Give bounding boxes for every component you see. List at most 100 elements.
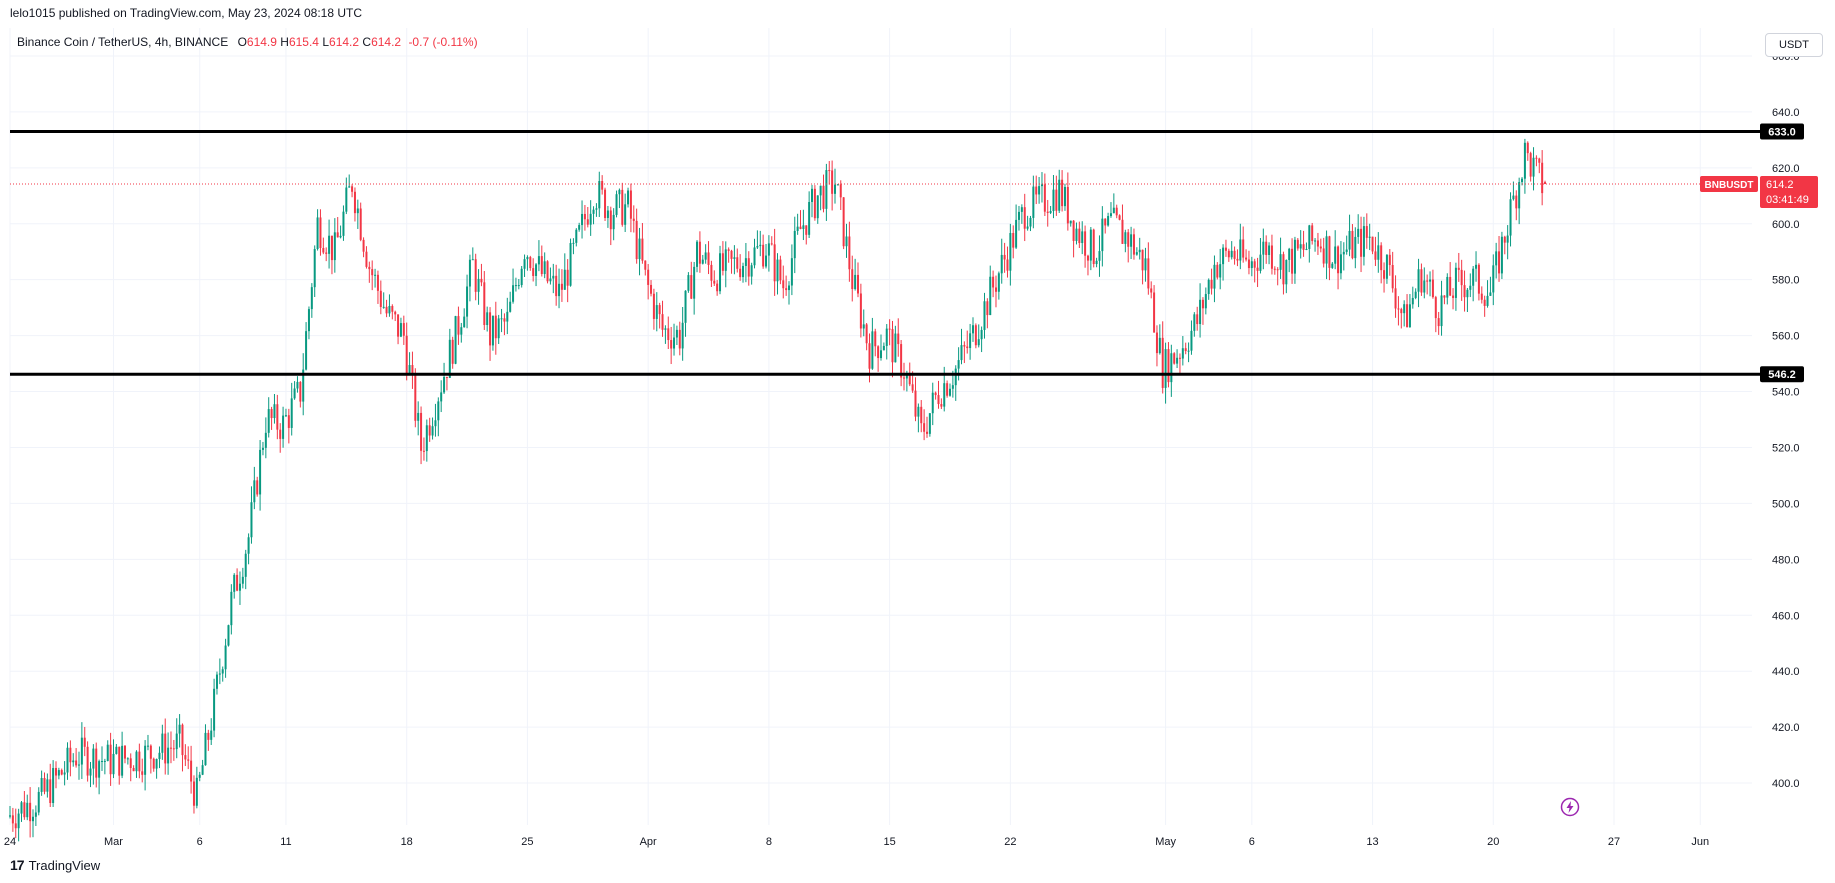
candle-body bbox=[1406, 304, 1409, 328]
candle-body bbox=[118, 746, 121, 776]
candle-body bbox=[371, 269, 374, 276]
candle-body bbox=[885, 328, 888, 346]
candle-body bbox=[164, 733, 167, 764]
candle-body bbox=[851, 269, 854, 290]
candle-body bbox=[420, 412, 423, 451]
candle-body bbox=[1305, 248, 1308, 250]
candle-body bbox=[486, 312, 489, 326]
candle-body bbox=[900, 344, 903, 378]
candle-body bbox=[195, 777, 198, 806]
candle-body bbox=[1342, 251, 1345, 255]
candle-body bbox=[445, 376, 448, 378]
candle-body bbox=[1426, 280, 1429, 282]
candle-body bbox=[635, 220, 638, 260]
candle-body bbox=[1486, 295, 1489, 306]
candle-body bbox=[1118, 215, 1121, 220]
legend-symbol: Binance Coin / TetherUS, 4h, BINANCE bbox=[17, 35, 229, 49]
last-price-value: 614.2 bbox=[1766, 179, 1794, 191]
candle-body bbox=[31, 816, 35, 822]
candle-body bbox=[526, 257, 529, 260]
candle-body bbox=[1242, 239, 1245, 258]
candle-body bbox=[1049, 211, 1052, 213]
candle-body bbox=[750, 265, 753, 277]
level-label: 633.0 bbox=[1768, 126, 1796, 138]
symbol-tag-bg bbox=[1700, 176, 1758, 193]
candle-body bbox=[1443, 295, 1446, 298]
lightning-icon[interactable] bbox=[1560, 797, 1580, 817]
candle-body bbox=[26, 802, 29, 818]
candle-body bbox=[1408, 304, 1411, 328]
candle-body bbox=[1250, 261, 1253, 269]
level-label-bg bbox=[1760, 123, 1804, 140]
legend-high-value: 615.4 bbox=[288, 35, 319, 49]
candlestick-chart[interactable]: 400.0 420.0 440.0 460.0 480.0 500.0 520.0 540.0… bbox=[0, 28, 1835, 860]
candle-body bbox=[1124, 232, 1127, 244]
candle-body bbox=[831, 170, 834, 194]
candle-body bbox=[382, 306, 385, 308]
candle-body bbox=[537, 256, 540, 265]
candle-body bbox=[1207, 279, 1210, 295]
candle-body bbox=[925, 431, 928, 434]
candle-body bbox=[609, 210, 612, 230]
candle-body bbox=[555, 275, 558, 297]
candle-body bbox=[244, 553, 247, 577]
candle-body bbox=[902, 377, 906, 379]
candle-body bbox=[1055, 189, 1058, 211]
candle-body bbox=[799, 226, 802, 229]
ohlc-legend: Binance Coin / TetherUS, 4h, BINANCE O61… bbox=[17, 35, 478, 49]
candle-body bbox=[1158, 337, 1161, 354]
candle-body bbox=[368, 266, 371, 270]
candle-body bbox=[664, 328, 667, 330]
candle-body bbox=[1420, 269, 1423, 293]
candle-body bbox=[201, 765, 204, 775]
candle-body bbox=[992, 276, 995, 288]
legend-close-label: C bbox=[362, 35, 372, 49]
candle-body bbox=[1503, 236, 1506, 243]
candle-body bbox=[1282, 254, 1285, 285]
candle-body bbox=[494, 315, 497, 339]
chart-area[interactable]: 400.0 420.0 440.0 460.0 480.0 500.0 520.0 540.0… bbox=[0, 28, 1835, 860]
candle-body bbox=[943, 383, 946, 407]
candle-body bbox=[1489, 292, 1492, 296]
candle-body bbox=[385, 306, 388, 314]
candle-body bbox=[100, 760, 103, 762]
candle-body bbox=[374, 274, 377, 276]
candle-body bbox=[63, 772, 66, 775]
candle-body bbox=[974, 325, 977, 346]
candle-body bbox=[1299, 244, 1302, 249]
candle-body bbox=[305, 331, 308, 370]
candle-body bbox=[566, 269, 569, 286]
candle-body bbox=[310, 287, 313, 310]
candle-body bbox=[621, 189, 624, 225]
candle-body bbox=[345, 187, 348, 212]
candle-body bbox=[284, 415, 287, 417]
candle-body bbox=[558, 283, 561, 297]
candle-body bbox=[517, 285, 520, 287]
footer-brand[interactable]: 17 TradingView bbox=[10, 857, 100, 873]
candle-body bbox=[1322, 248, 1325, 264]
candle-body bbox=[43, 778, 46, 792]
candle-body bbox=[977, 339, 980, 346]
candle-body bbox=[1164, 349, 1167, 388]
candle-body bbox=[115, 746, 118, 754]
candle-body bbox=[57, 770, 60, 776]
candle-body bbox=[1210, 279, 1213, 289]
candle-body bbox=[957, 360, 960, 369]
candle-body bbox=[138, 751, 141, 772]
candle-body bbox=[175, 733, 178, 750]
candle-body bbox=[80, 737, 83, 765]
candle-body bbox=[1213, 264, 1216, 289]
candle-body bbox=[966, 346, 969, 349]
candle-body bbox=[339, 235, 342, 238]
candle-body bbox=[1112, 207, 1115, 214]
candle-body bbox=[1518, 182, 1521, 209]
candle-body bbox=[856, 274, 860, 294]
candle-body bbox=[336, 232, 339, 238]
candle-body bbox=[1190, 330, 1193, 351]
currency-button[interactable]: USDT bbox=[1765, 33, 1823, 57]
candle-body bbox=[1095, 260, 1098, 265]
candle-body bbox=[779, 259, 782, 281]
candle-body bbox=[842, 197, 845, 247]
x-tick-label: Jun bbox=[1691, 836, 1709, 848]
candle-body bbox=[1302, 244, 1305, 250]
